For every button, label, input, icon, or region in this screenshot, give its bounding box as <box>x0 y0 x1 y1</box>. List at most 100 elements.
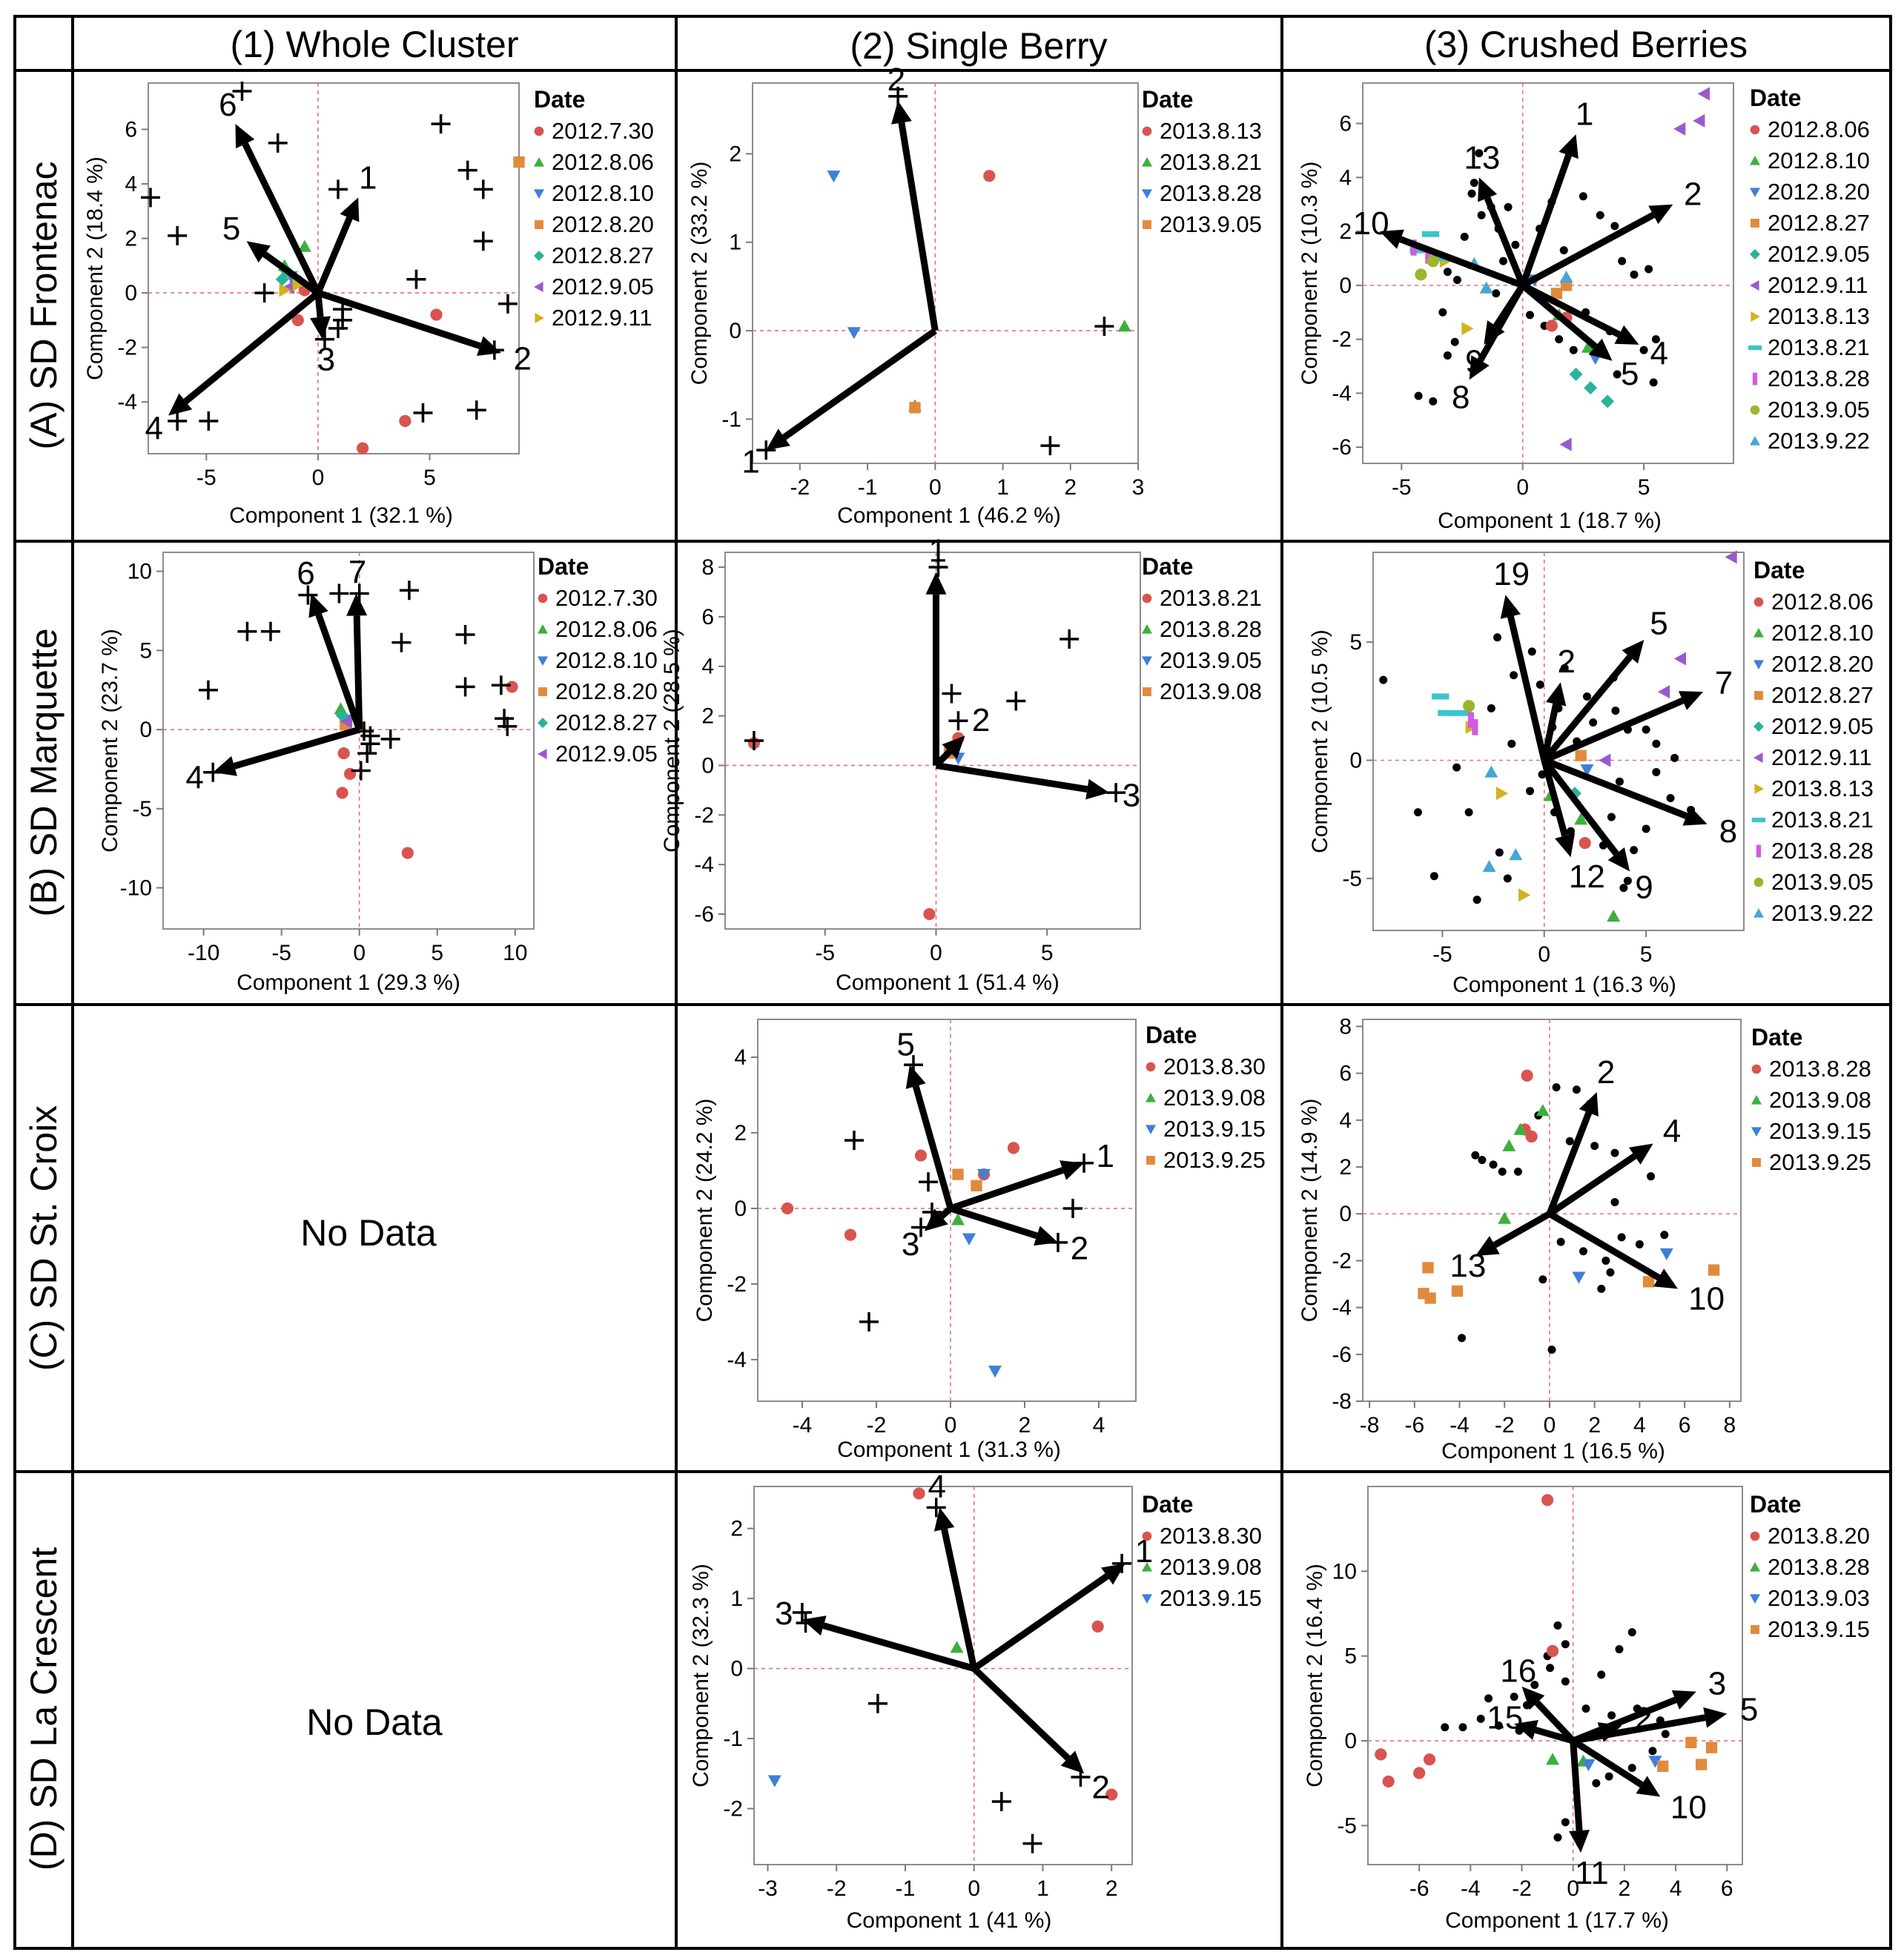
y-tick-label: -2 <box>1332 1248 1352 1273</box>
y-tick-label: -8 <box>1332 1389 1352 1414</box>
loading-arrowhead <box>1545 682 1567 707</box>
loading-label: 10 <box>1688 1280 1725 1317</box>
variable-dot <box>1607 813 1616 821</box>
variable-dot <box>1607 1711 1616 1720</box>
legend-marker <box>538 749 547 759</box>
plus-marker <box>744 731 764 750</box>
loading-label: 10 <box>1670 1790 1707 1826</box>
variable-dot <box>1526 787 1535 796</box>
legend-marker <box>534 251 544 261</box>
x-tick-label: 4 <box>1093 1413 1105 1438</box>
variable-dot <box>1560 664 1569 672</box>
legend-label: 2013.8.20 <box>1768 1523 1870 1549</box>
plus-marker <box>491 675 511 695</box>
data-point <box>1572 1271 1586 1284</box>
legend-marker <box>1143 220 1151 229</box>
legend-label: 2012.9.05 <box>1771 713 1874 739</box>
y-tick-label: 0 <box>734 1197 747 1221</box>
legend-marker <box>1146 1093 1156 1102</box>
plus-marker <box>928 558 948 578</box>
variable-dot <box>1572 1085 1581 1094</box>
y-tick-label: 6 <box>701 605 714 629</box>
legend: Date 2012.8.06 2012.8.10 2012.8.20 2012.8.27… <box>1751 557 1874 926</box>
plus-marker <box>498 716 518 736</box>
loading-label: 1 <box>359 160 377 196</box>
x-tick-label: -2 <box>1495 1413 1515 1438</box>
data-point <box>1451 1285 1464 1297</box>
chart-B1: -10 -5 0 5 10 -10 -5 0 5 10 Component 1 (29.3 %) Co… <box>98 552 658 995</box>
y-tick-label: -4 <box>727 1348 747 1372</box>
variable-dot <box>1581 1704 1590 1713</box>
legend-marker <box>1750 1531 1760 1541</box>
y-tick-label: -1 <box>721 407 741 431</box>
loading-arrow <box>1520 282 1598 349</box>
x-tick-label: 1 <box>1037 1876 1049 1901</box>
plus-marker <box>991 1792 1011 1811</box>
y-tick-label: -6 <box>1332 435 1352 460</box>
y-tick-label: -2 <box>117 336 137 360</box>
x-tick-label: 10 <box>503 941 527 965</box>
plus-marker <box>413 403 433 423</box>
x-tick-label: -8 <box>1360 1413 1380 1438</box>
legend-label: 2012.8.06 <box>555 616 658 642</box>
loading-label: 5 <box>896 1026 914 1062</box>
loading-arrowhead <box>1614 325 1639 345</box>
plus-marker <box>792 1603 812 1622</box>
x-tick-label: 6 <box>1679 1413 1691 1438</box>
legend-label: 2013.8.13 <box>1768 303 1870 329</box>
variable-dot <box>1510 671 1518 680</box>
variable-dot <box>1484 1694 1493 1703</box>
variable-dot <box>1597 1670 1606 1679</box>
chart-A3: -5 0 5 -6 -4 -2 0 2 4 6 Component 1 (18.7 %) Compon… <box>1298 82 1870 533</box>
loading-label: 2 <box>887 62 905 98</box>
legend-marker <box>1142 593 1152 603</box>
variable-dot <box>1627 1764 1636 1773</box>
legend-label: 2013.8.21 <box>1768 334 1870 360</box>
plus-marker <box>859 1312 879 1332</box>
variable-dot <box>1494 1721 1503 1730</box>
variable-dot <box>1547 1345 1556 1354</box>
variable-dot <box>1493 633 1502 642</box>
legend-label: 2012.8.10 <box>555 647 658 673</box>
legend-title: Date <box>1750 1491 1801 1518</box>
x-tick-label: 5 <box>1638 475 1650 500</box>
data-point <box>988 1366 1002 1378</box>
loading-label: 2 <box>1597 1054 1615 1091</box>
data-point <box>767 1775 781 1787</box>
no-data-st-croix: No Data <box>300 1212 437 1254</box>
variable-dot <box>1503 874 1512 883</box>
variable-dot <box>1630 846 1639 855</box>
variable-dot <box>1553 1621 1562 1630</box>
x-tick-label: 3 <box>1132 475 1145 500</box>
legend-title: Date <box>534 86 585 113</box>
data-point <box>279 283 291 297</box>
loading-label: 9 <box>1635 869 1653 905</box>
y-tick-label: 1 <box>730 1587 743 1611</box>
y-tick-label: -10 <box>120 876 152 901</box>
legend-label: 2012.8.20 <box>1771 651 1874 677</box>
variable-dot <box>1504 202 1513 211</box>
table-grid <box>13 15 1892 1950</box>
legend-label: 2013.8.28 <box>1771 838 1874 864</box>
loading-arrow <box>353 615 363 730</box>
plus-marker <box>1022 1833 1042 1853</box>
y-tick-label: 5 <box>1344 1644 1357 1669</box>
variable-dot <box>1610 222 1619 231</box>
variable-dot <box>1443 351 1452 360</box>
loading-arrow <box>1507 615 1548 761</box>
legend-marker <box>534 189 544 199</box>
x-tick-label: -6 <box>1409 1876 1429 1901</box>
y-axis-label: Component 2 (24.2 %) <box>692 1099 717 1323</box>
data-point <box>1693 113 1705 128</box>
variable-dot <box>1467 189 1476 198</box>
data-point <box>1697 87 1710 101</box>
loading-arrow <box>1546 1111 1593 1215</box>
plus-marker <box>1006 691 1026 711</box>
data-point <box>1657 1760 1669 1773</box>
data-point <box>1673 652 1687 666</box>
plus-marker <box>141 188 161 208</box>
y-tick-label: 4 <box>1339 165 1352 190</box>
variable-dot <box>1644 265 1653 274</box>
loading-label: 13 <box>1450 1248 1486 1284</box>
